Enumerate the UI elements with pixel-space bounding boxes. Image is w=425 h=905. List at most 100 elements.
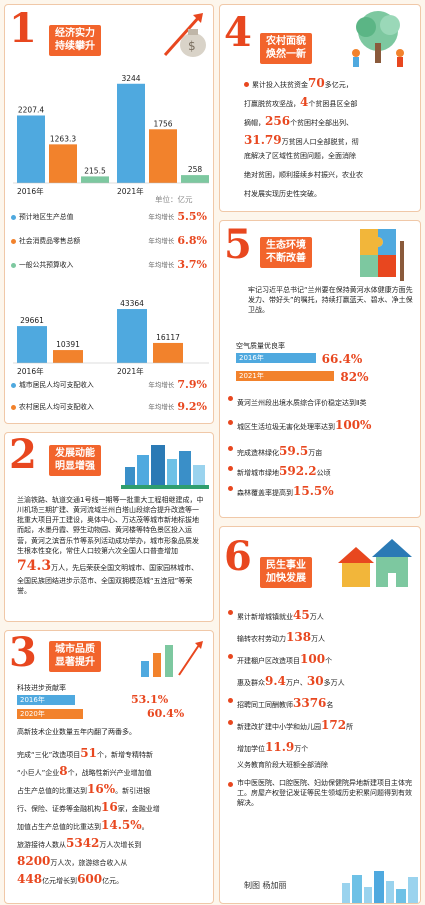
svg-text:$: $ (188, 39, 196, 53)
bar-value-label: 10391 (56, 340, 80, 349)
text-segment: 所 (346, 723, 354, 731)
text-line: 8200万人次，旅游综合收入从 (17, 853, 209, 870)
text-segment: 个 (325, 657, 333, 665)
air-quality-title: 空气质量优良率 (236, 342, 285, 350)
text-segment: 加值占生产总值的比重达到 (17, 823, 101, 831)
text-segment: 多万人 (323, 679, 345, 687)
legend-dot (11, 383, 16, 388)
text-line: “小巨人”企业8个，战略性新兴产业增加值 (17, 763, 209, 780)
highlight-number: 8200 (17, 854, 51, 868)
text-segment: 高新技术企业数量五年内翻了两番多。 (17, 728, 136, 736)
text-segment: 个贫困县区全部 (308, 100, 358, 108)
metric-row: 一般公共预算收入 年均增长 3.7% (11, 258, 207, 272)
highlight-number: 5342 (66, 836, 100, 850)
section-title: 生态环境 不断改善 (260, 237, 312, 268)
metric-row: 预计地区生产总值 年均增长 5.5% (11, 210, 207, 224)
text-segment: 。新引进银 (115, 787, 151, 795)
item-text: 招聘同工同酬教师3376名 (237, 695, 333, 712)
livelihood-item: 输转农村劳动力138万人 (228, 629, 414, 646)
highlight-number: 51 (80, 746, 97, 760)
text-segment: 个，战略性新兴产业增加值 (67, 769, 152, 777)
text-segment: 累计投入扶贫资金 (252, 81, 308, 89)
item-text: 增加学位11.9万个 (237, 739, 308, 756)
item-text: 森林覆盖率提高到15.5% (237, 483, 334, 500)
skyline-decoration (342, 871, 418, 903)
text-segment: 万个 (294, 745, 309, 753)
metric-value: 7.9% (177, 378, 207, 392)
highlight-number: 16% (87, 782, 116, 796)
bullet-dot (244, 82, 249, 87)
item-text: 完成造林绿化59.5万亩 (237, 443, 322, 460)
text-line: 摘帽，256个贫困村全部出列、 (244, 113, 416, 130)
momentum-text: 兰渝铁路、轨道交通1号线一期等一批重大工程相继建成，中川机场三期扩建、黄河流域兰… (17, 495, 205, 596)
highlight-number: 14.5% (101, 818, 142, 832)
section-ecology: 5 生态环境 不断改善 牢记习近平总书记“兰州要在保持黄河水体健康方面先发力、带… (219, 220, 421, 518)
highlight-number: 100% (335, 418, 372, 432)
category-label: 2021年 (117, 366, 144, 376)
title-line2: 焕然一新 (266, 48, 306, 60)
text-line: 打赢脱贫攻坚战，4个贫困县区全部 (244, 94, 416, 111)
highlight-number: 31.79 (244, 133, 282, 147)
text-line: 累计投入扶贫资金70多亿元， (244, 75, 416, 92)
item-text: 惠及群众9.4万户、30多万人 (237, 673, 345, 690)
legend-dot (11, 215, 16, 220)
metric-label: 农村居民人均可支配收入 (19, 402, 94, 411)
text-segment: 稳定达到Ⅱ类 (328, 399, 367, 407)
section-number: 4 (224, 9, 252, 56)
bar-year-label: 2016年 (20, 696, 45, 704)
bar-value-label: 1756 (153, 119, 172, 128)
chart-bar (53, 350, 83, 363)
text-segment: 万人 (309, 613, 324, 621)
chart-bar (149, 129, 177, 183)
chart-bar (17, 115, 45, 183)
text-segment: 新增城市绿地 (237, 469, 279, 477)
credit-line: 制图 杨加丽 (244, 881, 287, 890)
text-segment: 占生产总值的比重达到 (17, 787, 87, 795)
text-segment: 旅游接待人数从 (17, 841, 66, 849)
section-number: 2 (9, 431, 37, 478)
metric-growth-label: 年均增长 (148, 261, 175, 270)
title-line2: 明显增强 (55, 460, 95, 472)
text-line: 旅游接待人数从5342万人次增长到 (17, 835, 209, 852)
text-segment: 开建棚户区改造项目 (237, 657, 300, 665)
highlight-number: 592.2 (279, 464, 317, 478)
metric-label: 预计地区生产总值 (19, 212, 74, 221)
livelihood-item: 新建改扩建中小学和幼儿园172所 (228, 717, 414, 734)
text-segment: 义务教育阶段大班额全部消除 (237, 761, 328, 769)
item-text: 市中医医院、口腔医院、妇幼保健院异地新建项目主体完工。房屋产权登记发证等民生领域… (237, 779, 414, 808)
momentum-paragraph: 兰渝铁路、轨道交通1号线一期等一批重大工程相继建成，中川机场三期扩建、黄河流域兰… (17, 496, 204, 555)
text-segment: “小巨人”企业 (17, 769, 60, 777)
text-segment: 家，金融业增 (117, 805, 160, 813)
chart-unit-label: 单位：亿元 (155, 195, 193, 204)
text-segment: 森林覆盖率提高到 (237, 489, 293, 497)
highlight-number: 4 (300, 95, 309, 109)
ecology-item: 黄河兰州段出境水质综合评价稳定达到Ⅱ类 (228, 393, 414, 410)
tech-bar: 2020年 (17, 709, 84, 719)
chart-bar (181, 175, 209, 183)
legend-dot (11, 239, 16, 244)
metric-row: 农村居民人均可支配收入 年均增长 9.2% (11, 400, 207, 414)
bar-value: 53.1% (131, 693, 169, 706)
metric-value: 3.7% (177, 258, 207, 272)
text-line: 行、保险、证券等金融机构16家，金融业增 (17, 799, 209, 816)
item-text: 城区生活垃圾无害化处理率达到100% (237, 417, 371, 434)
category-label: 2016年 (17, 186, 44, 196)
highlight-number: 172 (321, 718, 347, 732)
bullet-dot (228, 446, 233, 451)
chart-bar (17, 326, 47, 363)
metric-label: 城市居民人均可支配收入 (19, 380, 94, 389)
text-line: 村发展实现历史性突破。 (244, 189, 416, 199)
text-segment: 市中医医院、口腔医院、妇幼保健院异地新建项目主体完工。房屋产权登记发证等民生领域… (237, 779, 412, 807)
air-quality-bar: 2016年 (236, 353, 316, 363)
city-buildings-illustration (121, 445, 209, 489)
chart-bar (81, 176, 109, 183)
title-line2: 不断改善 (266, 252, 306, 264)
livelihood-item: 义务教育阶段大班额全部消除 (228, 761, 414, 771)
text-segment: 城区生活垃圾无害化处理率 (237, 423, 321, 431)
text-line: 完成“三化”改造项目51个，新增专精特新 (17, 745, 209, 762)
text-segment: 黄河兰州段出境水质综合评价 (237, 399, 328, 407)
metric-row: 城市居民人均可支配收入 年均增长 7.9% (11, 378, 207, 392)
money-bag-illustration: $ (163, 13, 206, 57)
highlight-number: 256 (265, 114, 291, 128)
highlight-number: 600 (77, 872, 103, 886)
